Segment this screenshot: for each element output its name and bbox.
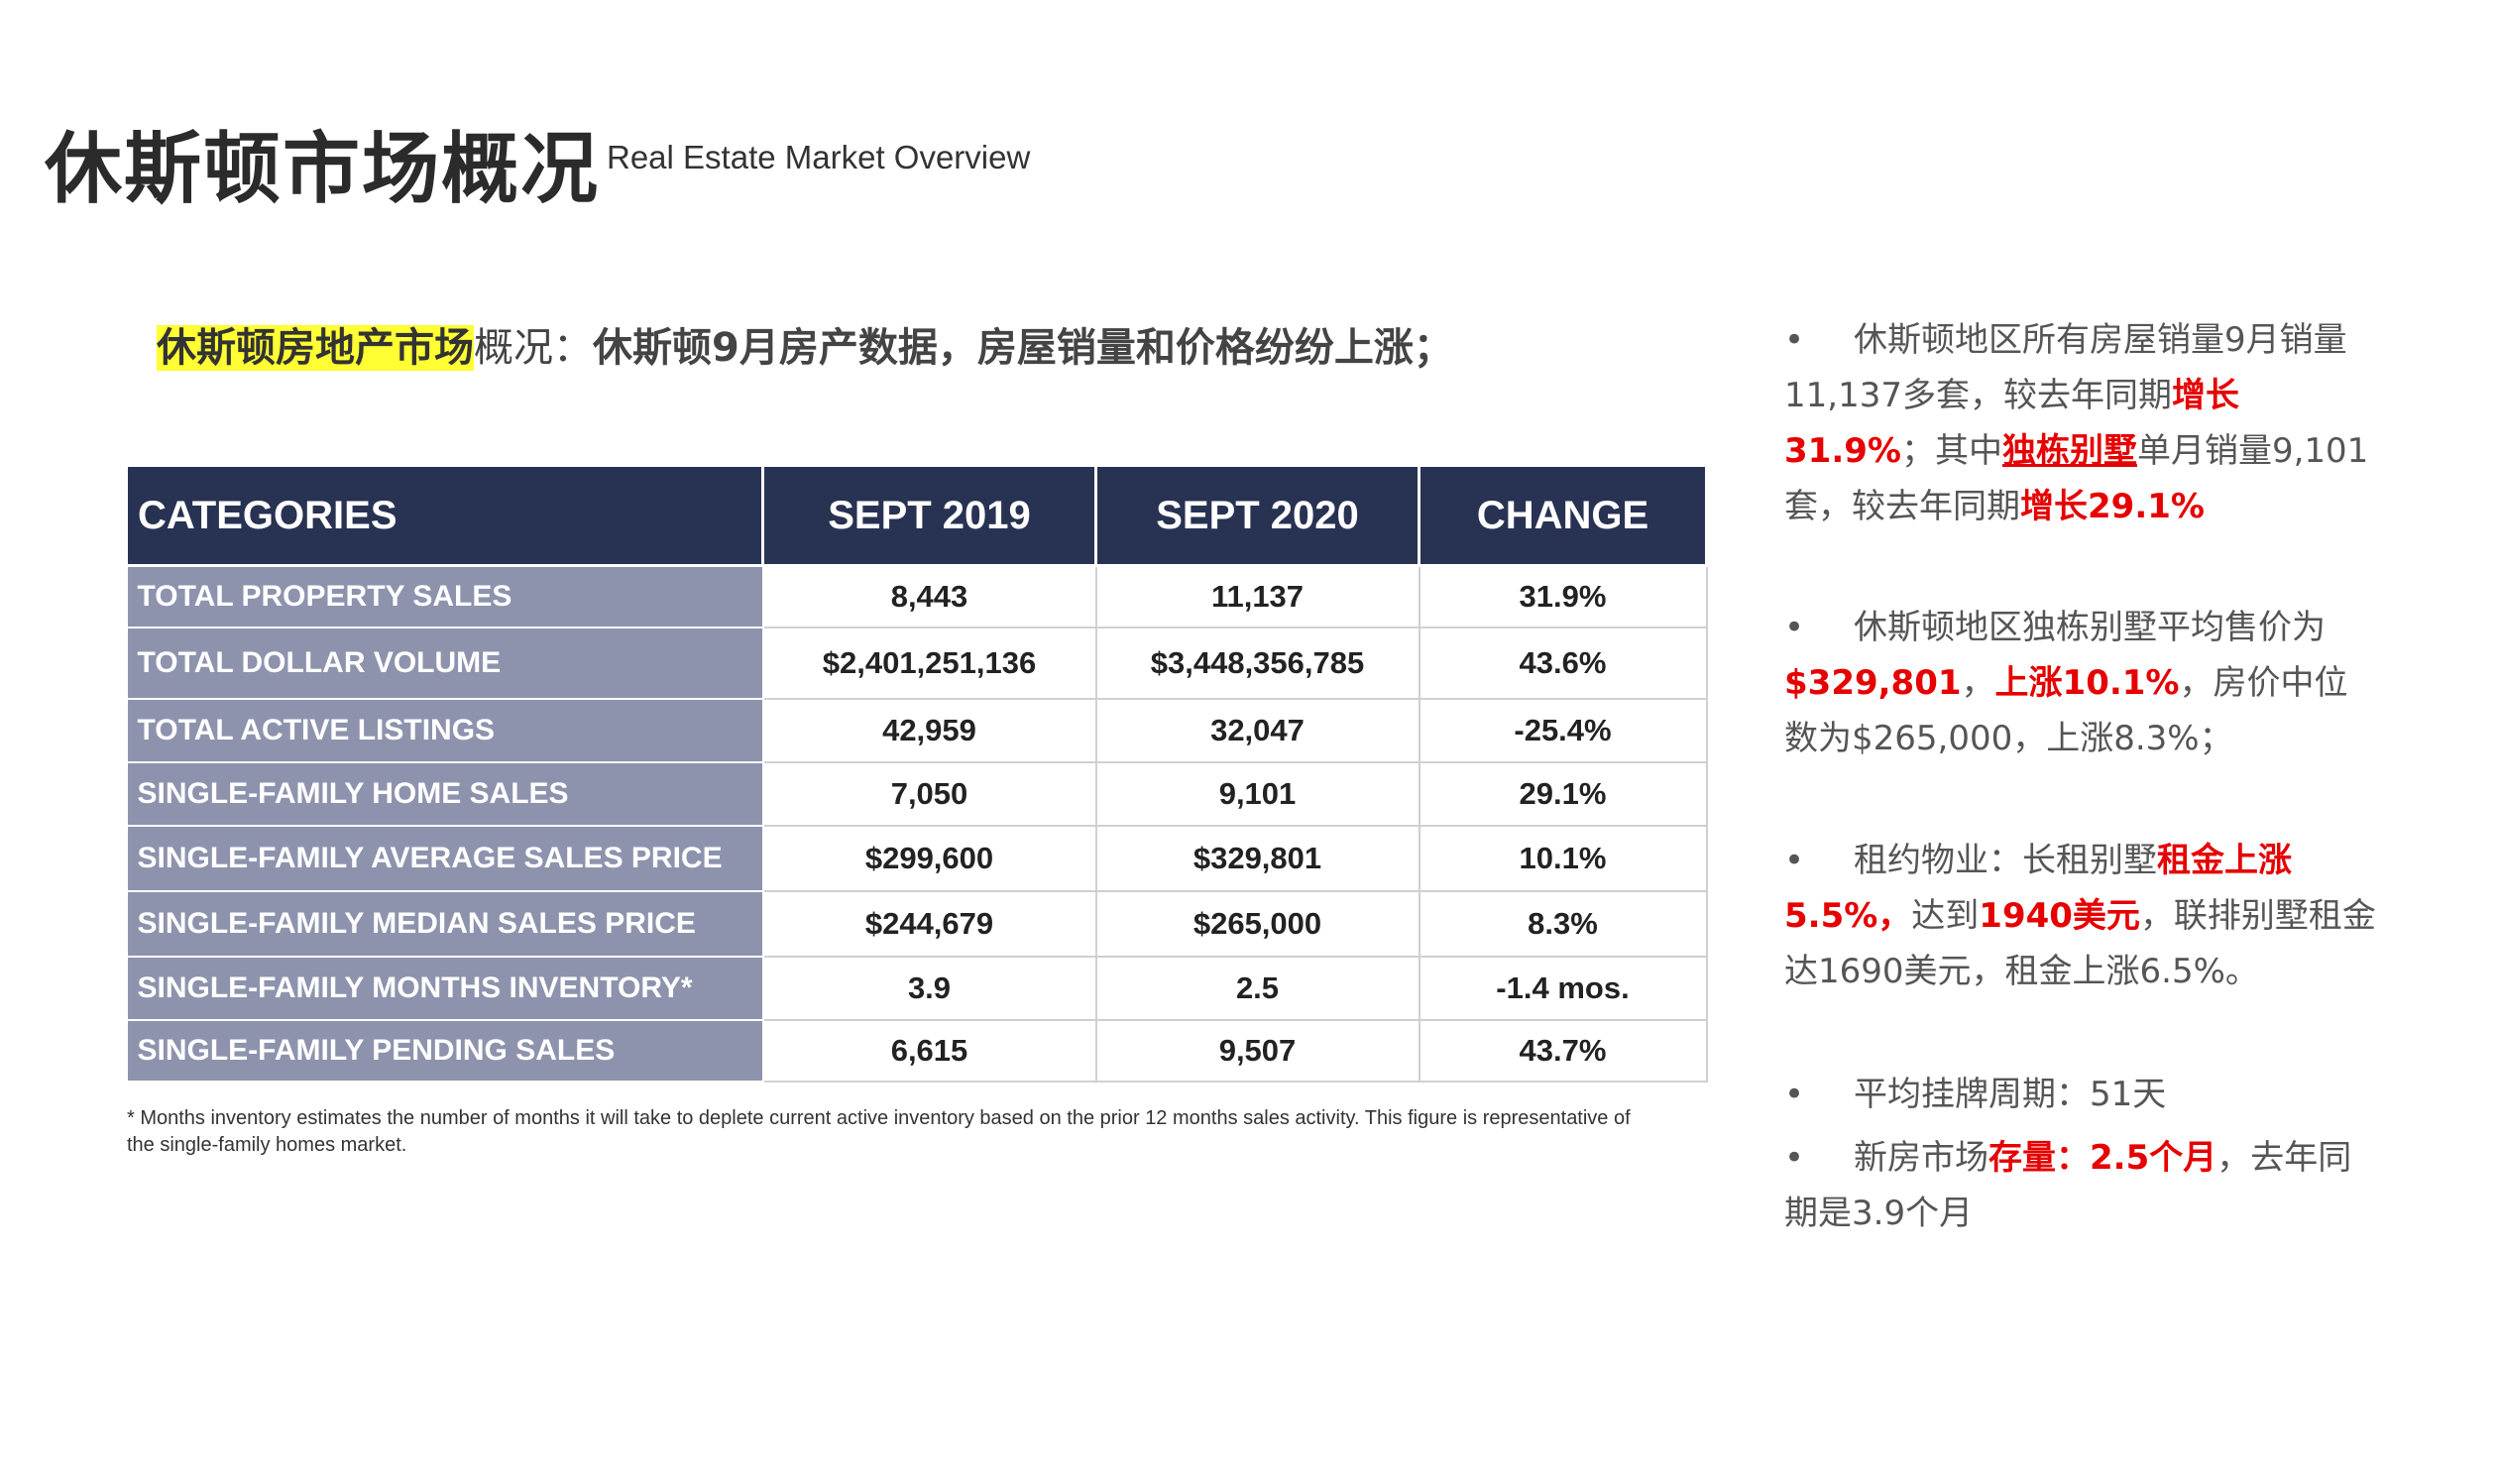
bullet-text: 达到 [1911, 896, 1980, 936]
table-row: TOTAL DOLLAR VOLUME $2,401,251,136 $3,44… [125, 626, 1708, 700]
row-change: 8.3% [1418, 889, 1708, 958]
row-change: -1.4 mos. [1418, 955, 1708, 1021]
intro-highlight: 休斯顿房地产市场 [157, 325, 474, 371]
bullet-emphasis: 上涨10.1% [1994, 663, 2180, 703]
row-sept-2020: 9,101 [1094, 760, 1420, 827]
bullet-total-sales: • 休斯顿地区所有房屋销量9月销量11,137多套，较去年同期增长31.9%；其中… [1784, 312, 2379, 534]
bullet-text: ， [1961, 663, 1995, 703]
row-change: -25.4% [1418, 697, 1708, 763]
row-category: TOTAL PROPERTY SALES [125, 564, 764, 628]
bullet-emphasis: 增长29.1% [2020, 487, 2205, 526]
bullet-rental: • 租约物业：长租别墅租金上涨5.5%，达到1940美元，联排别墅租金达1690美… [1784, 833, 2379, 999]
bullet-emphasis: 租金上涨5.5%， [1784, 841, 2292, 936]
row-sept-2019: 42,959 [761, 697, 1097, 763]
header-categories: CATEGORIES [125, 464, 764, 567]
table-row: SINGLE-FAMILY MEDIAN SALES PRICE $244,67… [125, 889, 1708, 958]
intro-rest: 休斯顿9月房产数据，房屋销量和价格纷纷上涨； [593, 325, 1453, 371]
table-header-row: CATEGORIES SEPT 2019 SEPT 2020 CHANGE [125, 464, 1708, 567]
row-sept-2019: $299,600 [761, 824, 1097, 892]
header-change: CHANGE [1418, 464, 1708, 567]
intro-plain: 概况： [474, 325, 593, 371]
row-sept-2019: 6,615 [761, 1018, 1097, 1083]
row-sept-2020: $265,000 [1094, 889, 1420, 958]
table-row: TOTAL PROPERTY SALES 8,443 11,137 31.9% [125, 564, 1708, 628]
row-change: 10.1% [1418, 824, 1708, 892]
row-sept-2020: 11,137 [1094, 564, 1420, 628]
table-row: SINGLE-FAMILY MONTHS INVENTORY* 3.9 2.5 … [125, 955, 1708, 1021]
row-category: SINGLE-FAMILY PENDING SALES [125, 1018, 764, 1083]
row-sept-2020: $3,448,356,785 [1094, 626, 1420, 700]
bullet-dot-icon: • [1784, 608, 1805, 647]
table-row: SINGLE-FAMILY HOME SALES 7,050 9,101 29.… [125, 760, 1708, 827]
row-sept-2019: $2,401,251,136 [761, 626, 1097, 700]
bullet-text: 租约物业：长租别墅 [1854, 841, 2157, 880]
row-sept-2019: $244,679 [761, 889, 1097, 958]
row-sept-2020: $329,801 [1094, 824, 1420, 892]
header-sept-2019: SEPT 2019 [761, 464, 1097, 567]
row-category: TOTAL DOLLAR VOLUME [125, 626, 764, 700]
row-change: 43.6% [1418, 626, 1708, 700]
row-change: 29.1% [1418, 760, 1708, 827]
row-sept-2020: 9,507 [1094, 1018, 1420, 1083]
bullet-dot-icon: • [1784, 1138, 1805, 1178]
bullet-emphasis: 独栋别墅 [2001, 431, 2137, 471]
row-category: SINGLE-FAMILY AVERAGE SALES PRICE [125, 824, 764, 892]
bullet-text: ；其中 [1900, 431, 2002, 471]
bullet-text: 休斯顿地区所有房屋销量9月销量11,137多套，较去年同期 [1784, 320, 2347, 415]
bullet-text: ，去年同期是3.9个月 [1784, 1138, 2352, 1233]
row-sept-2019: 8,443 [761, 564, 1097, 628]
table-row: TOTAL ACTIVE LISTINGS 42,959 32,047 -25.… [125, 697, 1708, 763]
header-sept-2020: SEPT 2020 [1094, 464, 1420, 567]
bullet-dot-icon: • [1784, 1075, 1805, 1114]
row-category: SINGLE-FAMILY MONTHS INVENTORY* [125, 955, 764, 1021]
bullet-average-price: • 休斯顿地区独栋别墅平均售价为 $329,801，上涨10.1%，房价中位数为$2… [1784, 600, 2379, 766]
bullet-inventory: • 新房市场存量：2.5个月，去年同期是3.9个月 [1784, 1130, 2379, 1241]
bullet-text: 休斯顿地区独栋别墅平均售价为 [1854, 608, 2326, 647]
page-title: 休斯顿市场概况 [45, 125, 601, 214]
bullet-text: ，房价中位数为$265,000，上涨8.3%； [1784, 663, 2348, 758]
market-table: CATEGORIES SEPT 2019 SEPT 2020 CHANGE TO… [125, 464, 1708, 1083]
row-category: TOTAL ACTIVE LISTINGS [125, 697, 764, 763]
row-change: 31.9% [1418, 564, 1708, 628]
bullet-emphasis: 1940美元 [1979, 896, 2140, 936]
table-footnote: * Months inventory estimates the number … [127, 1107, 1631, 1156]
table-row: SINGLE-FAMILY AVERAGE SALES PRICE $299,6… [125, 824, 1708, 892]
row-change: 43.7% [1418, 1018, 1708, 1083]
row-category: SINGLE-FAMILY HOME SALES [125, 760, 764, 827]
bullet-dot-icon: • [1784, 320, 1805, 360]
row-sept-2019: 3.9 [761, 955, 1097, 1021]
bullet-text: 单月销量9,101套，较去年同期 [1784, 431, 2369, 526]
row-sept-2019: 7,050 [761, 760, 1097, 827]
bullet-dot-icon: • [1784, 841, 1805, 880]
table-row: SINGLE-FAMILY PENDING SALES 6,615 9,507 … [125, 1018, 1708, 1083]
row-sept-2020: 32,047 [1094, 697, 1420, 763]
intro-line: 休斯顿房地产市场概况：休斯顿9月房产数据，房屋销量和价格纷纷上涨； [157, 315, 1453, 373]
row-sept-2020: 2.5 [1094, 955, 1420, 1021]
bullet-listing-period: • 平均挂牌周期：51天 [1784, 1067, 2379, 1122]
bullet-emphasis: 增长31.9% [1784, 376, 2239, 471]
page-subtitle: Real Estate Market Overview [607, 139, 1031, 175]
bullet-emphasis: $329,801 [1784, 663, 1962, 703]
bullet-text: 新房市场 [1854, 1138, 1988, 1178]
bullet-emphasis: 存量：2.5个月 [1988, 1138, 2217, 1178]
row-category: SINGLE-FAMILY MEDIAN SALES PRICE [125, 889, 764, 958]
bullet-text: 平均挂牌周期：51天 [1854, 1075, 2167, 1114]
bullet-text: ，联排别墅租金达1690美元，租金上涨6.5%。 [1784, 896, 2376, 991]
